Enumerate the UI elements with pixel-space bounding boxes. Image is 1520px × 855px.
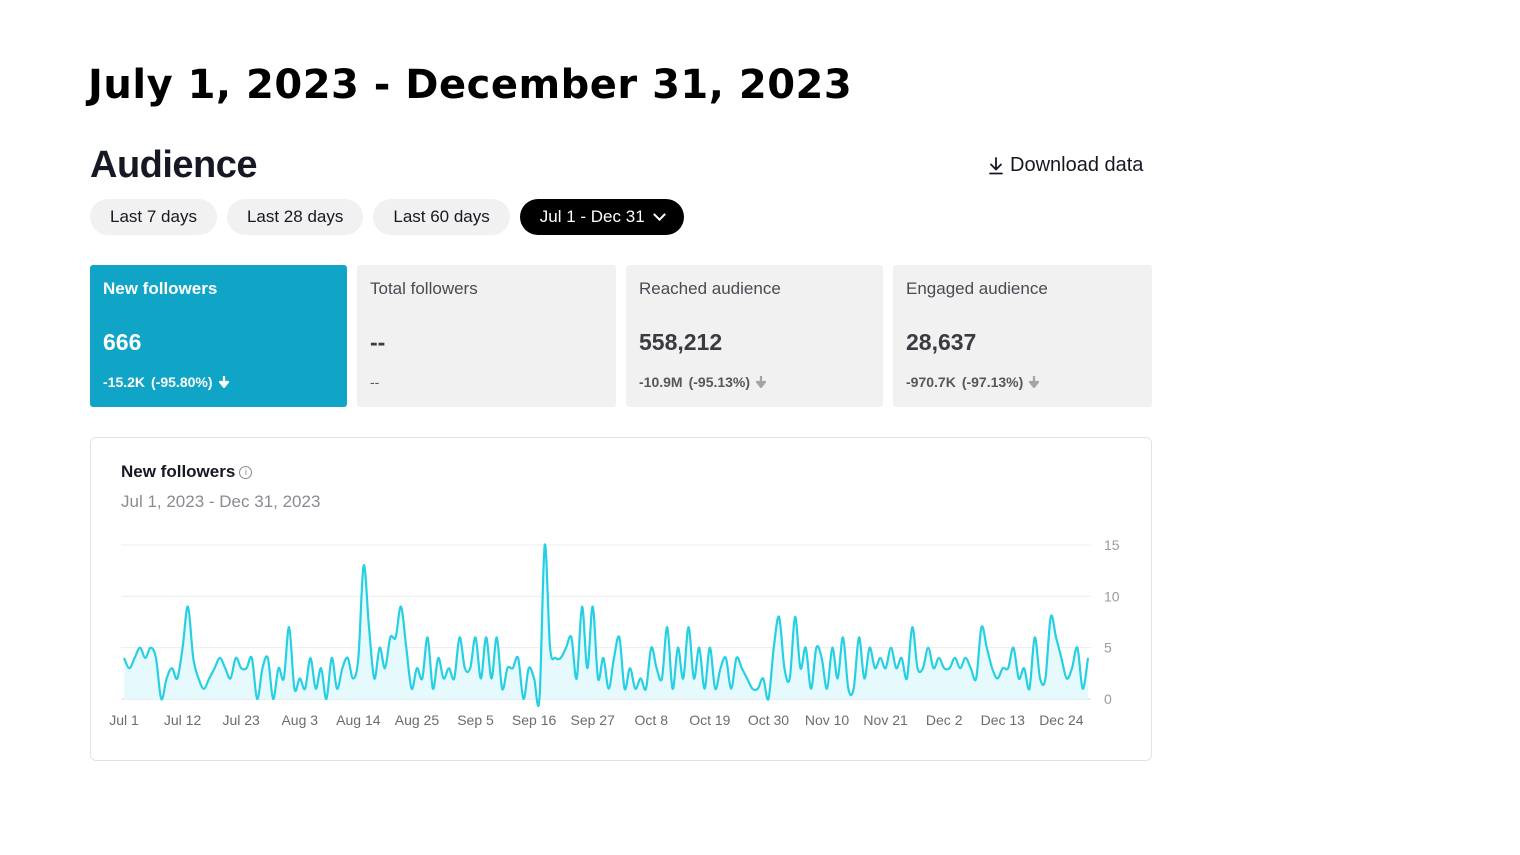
chevron-down-icon xyxy=(652,207,666,221)
filter-label: Last 60 days xyxy=(393,207,490,226)
arrow-down-icon xyxy=(756,376,767,388)
metric-value: 666 xyxy=(103,329,142,355)
metric-card-reached-audience[interactable]: Reached audience 558,212 -10.9M (-95.13%… xyxy=(626,265,883,407)
y-tick-label: 10 xyxy=(1104,588,1120,604)
x-tick-label: Jul 23 xyxy=(222,712,260,728)
new-followers-chart-card: New followers i Jul 1, 2023 - Dec 31, 20… xyxy=(90,437,1152,761)
metric-value: 558,212 xyxy=(639,329,723,355)
x-tick-label: Jul 12 xyxy=(164,712,202,728)
x-tick-label: Nov 21 xyxy=(863,712,908,728)
metric-card-new-followers[interactable]: New followers 666 -15.2K (-95.80%) xyxy=(90,265,347,407)
x-tick-label: Dec 2 xyxy=(926,712,963,728)
filter-last-28-days[interactable]: Last 28 days xyxy=(226,199,364,235)
series-line[interactable] xyxy=(122,543,1090,708)
x-tick-label: Nov 10 xyxy=(805,712,850,728)
x-tick-label: Sep 27 xyxy=(570,712,615,728)
x-tick-label: Aug 14 xyxy=(336,712,381,728)
chart-title: New followers i xyxy=(121,462,253,482)
new-followers-chart: 0 5 10 15 Jul 1 Jul 12 Jul 23 Aug 3 Aug 14 Aug 25… xyxy=(109,537,1120,728)
chart-subtitle: Jul 1, 2023 - Dec 31, 2023 xyxy=(121,492,321,511)
y-tick-label: 15 xyxy=(1104,537,1120,553)
metric-delta: -15.2K (-95.80%) xyxy=(103,374,229,390)
filter-last-60-days[interactable]: Last 60 days xyxy=(373,199,510,235)
x-tick-label: Dec 24 xyxy=(1039,712,1084,728)
date-range-title: July 1, 2023 - December 31, 2023 xyxy=(88,62,853,108)
metric-label: Reached audience xyxy=(639,279,781,298)
metric-delta-percent: (-95.13%) xyxy=(688,374,751,390)
download-data-button[interactable]: Download data xyxy=(988,154,1143,177)
metric-value: -- xyxy=(370,329,386,355)
metric-label: Engaged audience xyxy=(906,279,1048,298)
metric-delta-value: -15.2K xyxy=(103,374,146,390)
filter-label: Last 28 days xyxy=(246,207,344,226)
x-tick-label: Aug 3 xyxy=(281,712,318,728)
page-title: Audience xyxy=(90,144,258,186)
metric-delta-value: -- xyxy=(370,374,380,390)
x-tick-label: Sep 5 xyxy=(457,712,494,728)
download-data-label: Download data xyxy=(1010,154,1144,176)
metric-delta-percent: (-97.13%) xyxy=(961,374,1024,390)
x-tick-label: Oct 8 xyxy=(635,712,669,728)
filter-label: Jul 1 - Dec 31 xyxy=(539,207,645,226)
arrow-down-icon xyxy=(1029,376,1040,388)
series-area xyxy=(124,544,1088,706)
x-tick-label: Aug 25 xyxy=(395,712,440,728)
metric-delta-value: -10.9M xyxy=(639,374,683,390)
x-tick-label: Dec 13 xyxy=(981,712,1026,728)
date-filter-pills: Last 7 days Last 28 days Last 60 days Ju… xyxy=(90,199,684,235)
filter-label: Last 7 days xyxy=(110,207,197,226)
download-icon xyxy=(989,156,1003,174)
metric-delta-value: -970.7K xyxy=(906,374,956,390)
chart-title-text: New followers xyxy=(121,462,236,481)
metric-delta: -970.7K (-97.13%) xyxy=(906,374,1040,390)
metric-card-total-followers[interactable]: Total followers -- -- xyxy=(357,265,616,407)
y-tick-label: 0 xyxy=(1104,691,1112,707)
metric-value: 28,637 xyxy=(906,329,977,355)
metric-delta: -10.9M (-95.13%) xyxy=(639,374,767,390)
x-tick-label: Oct 19 xyxy=(689,712,730,728)
filter-custom-range[interactable]: Jul 1 - Dec 31 xyxy=(519,199,684,235)
metric-card-engaged-audience[interactable]: Engaged audience 28,637 -970.7K (-97.13%… xyxy=(893,265,1152,407)
metric-cards: New followers 666 -15.2K (-95.80%) Total… xyxy=(90,265,1152,407)
arrow-down-icon xyxy=(218,376,229,388)
metric-label: New followers xyxy=(103,279,218,298)
x-tick-label: Oct 30 xyxy=(748,712,789,728)
metric-label: Total followers xyxy=(370,279,478,298)
metric-delta: -- xyxy=(370,374,379,390)
info-icon[interactable]: i xyxy=(239,465,253,479)
y-tick-label: 5 xyxy=(1104,640,1112,656)
filter-last-7-days[interactable]: Last 7 days xyxy=(90,199,217,235)
x-tick-label: Sep 16 xyxy=(512,712,557,728)
metric-delta-percent: (-95.80%) xyxy=(151,374,213,390)
x-tick-label: Jul 1 xyxy=(109,712,139,728)
